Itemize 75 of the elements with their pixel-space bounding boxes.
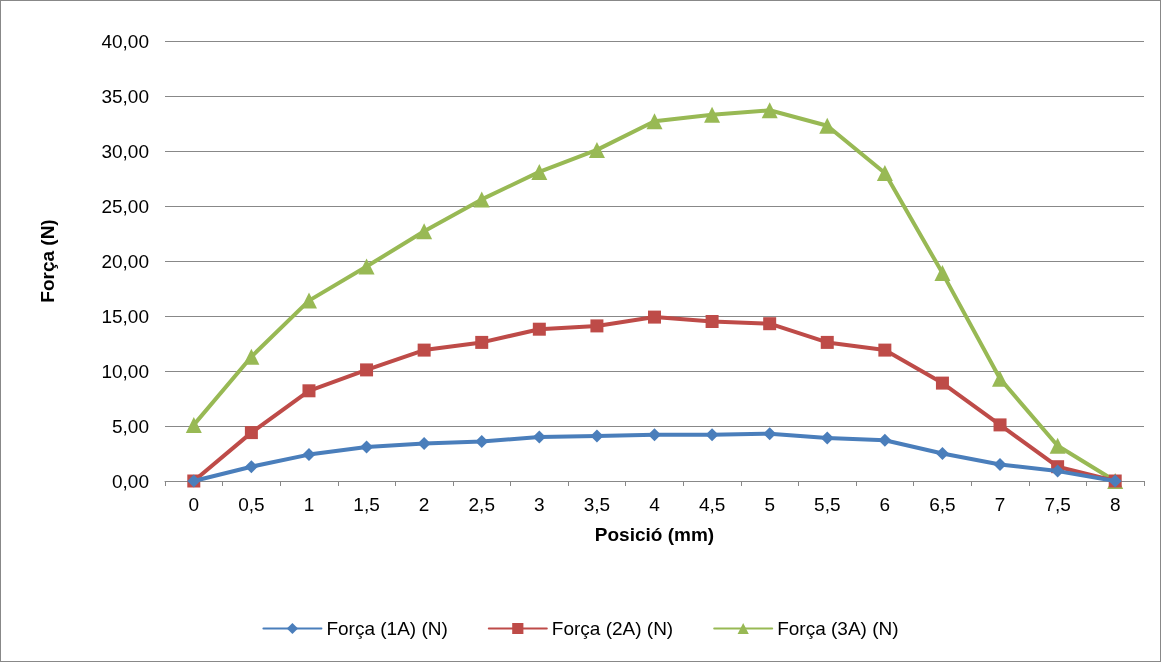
point: [185, 416, 202, 433]
point: [360, 440, 374, 454]
point: [992, 370, 1009, 387]
point: [705, 428, 719, 442]
point: [475, 335, 489, 349]
point: [820, 335, 834, 349]
y-axis-title: Força (N): [37, 219, 58, 303]
point: [763, 427, 777, 441]
point: [590, 319, 604, 333]
point: [648, 428, 661, 442]
y-tick-label: 10,00: [101, 360, 149, 382]
point: [648, 310, 661, 324]
point: [878, 343, 892, 357]
point: [302, 448, 316, 462]
point: [820, 431, 834, 445]
x-tick-label: 4,5: [698, 494, 726, 515]
x-tick-label: 3,5: [583, 494, 611, 515]
point: [590, 429, 604, 443]
legend-label: Força (3A) (N): [777, 618, 899, 639]
y-tick-label: 35,00: [101, 85, 149, 107]
x-tick-label: 1,5: [353, 494, 380, 515]
x-tick-label: 6: [879, 494, 891, 515]
x-tick-label: 0: [188, 494, 200, 515]
point: [588, 141, 605, 158]
point: [646, 113, 663, 130]
x-tick-label: 2,5: [468, 494, 495, 515]
y-tick-label: 15,00: [101, 305, 149, 327]
point: [532, 430, 546, 444]
point: [475, 434, 489, 448]
point: [244, 426, 258, 440]
x-tick-label: 7: [994, 494, 1006, 515]
point: [935, 376, 949, 390]
x-axis-title: Posició (mm): [594, 524, 715, 545]
point: [302, 384, 316, 398]
y-tick-label: 40,00: [101, 30, 149, 52]
point: [417, 343, 431, 357]
x-tick-label: 3: [534, 494, 545, 515]
point: [416, 223, 433, 240]
point: [705, 315, 719, 328]
x-tick-label: 6,5: [929, 494, 956, 515]
x-tick-label: 5: [764, 494, 775, 515]
point: [532, 322, 546, 336]
point: [243, 348, 260, 365]
point: [360, 363, 374, 377]
point: [1049, 437, 1066, 454]
point: [934, 265, 951, 282]
y-tick-label: 30,00: [101, 140, 149, 162]
x-tick-label: 5,5: [814, 494, 841, 515]
x-tick-label: 4: [649, 494, 661, 515]
legend-label: Força (2A) (N): [551, 618, 674, 639]
x-tick-label: 2: [418, 494, 430, 515]
x-tick-label: 0,5: [238, 494, 265, 515]
y-tick-label: 20,00: [101, 250, 149, 272]
y-tick-label: 0,00: [112, 470, 149, 492]
y-tick-label: 25,00: [101, 195, 149, 217]
x-tick-label: 8: [1109, 494, 1121, 515]
x-tick-label: 7,5: [1044, 494, 1071, 515]
point: [761, 102, 778, 119]
point: [417, 437, 431, 451]
point: [993, 418, 1007, 432]
point: [763, 317, 777, 331]
legend-label: Força (1A) (N): [326, 618, 448, 639]
point: [244, 460, 258, 474]
point: [876, 165, 893, 181]
y-tick-label: 5,00: [112, 415, 149, 437]
point: [935, 447, 949, 460]
point: [531, 163, 548, 180]
point: [878, 433, 892, 447]
point: [358, 258, 375, 275]
point: [993, 458, 1007, 471]
point: [819, 117, 836, 134]
x-tick-label: 1: [303, 494, 315, 515]
point: [704, 106, 721, 123]
point: [473, 191, 490, 208]
point: [1051, 464, 1065, 478]
